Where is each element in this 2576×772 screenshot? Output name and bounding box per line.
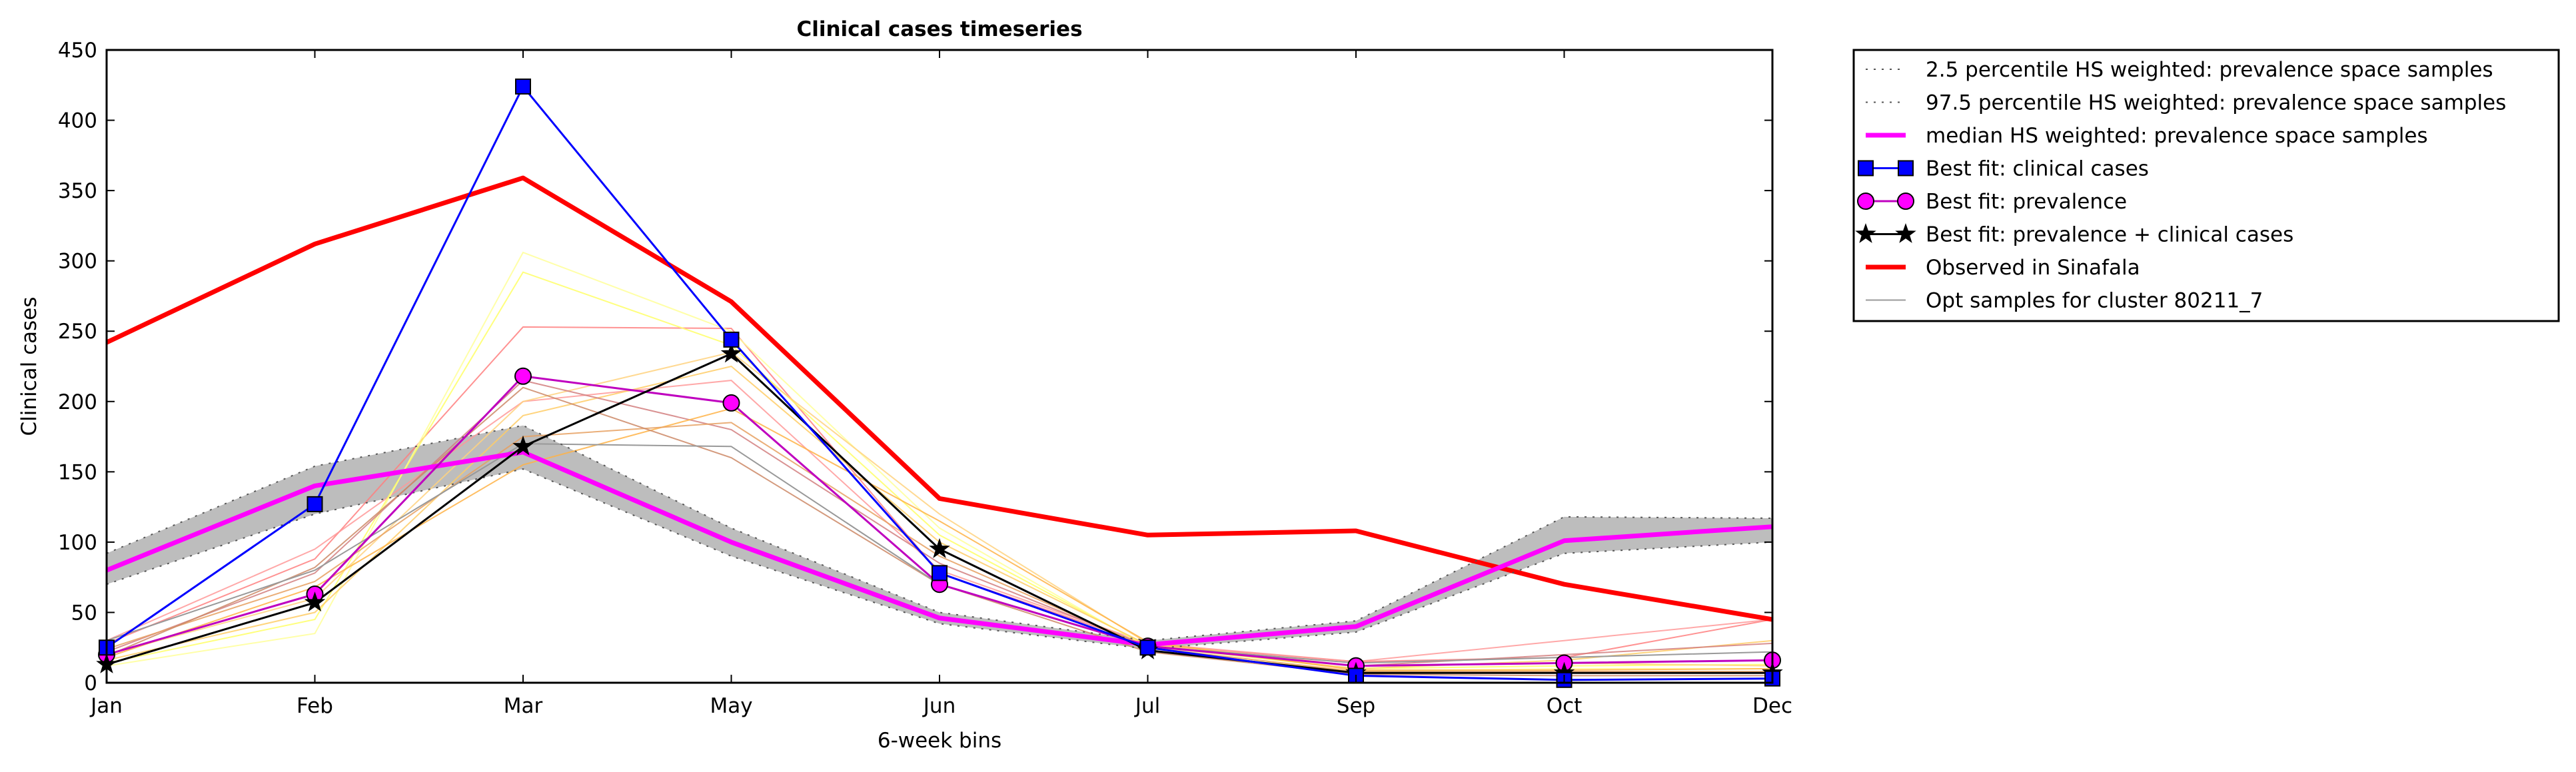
sample-line — [106, 408, 1773, 671]
data-point-square — [723, 331, 740, 348]
x-axis: Jan Feb Mar May Jun Jul Sep Oct Dec — [89, 50, 1792, 718]
data-point-circle — [722, 394, 740, 412]
y-tick-label: 300 — [58, 250, 97, 274]
legend-frame — [1852, 49, 2560, 322]
legend-marker — [1855, 222, 1876, 243]
x-tick-label: Jun — [922, 694, 956, 718]
x-tick-label: Jan — [89, 694, 123, 718]
legend-label: 97.5 percentile HS weighted: prevalence … — [1926, 91, 2506, 115]
y-tick-label: 50 — [71, 601, 97, 625]
confidence-band — [107, 425, 1772, 649]
data-point-circle — [514, 367, 532, 385]
x-tick-label: Jul — [1134, 694, 1160, 718]
band-area — [107, 425, 1772, 649]
legend-marker — [1897, 193, 1914, 210]
x-tick-label: May — [710, 694, 752, 718]
sample-line — [106, 422, 1772, 673]
y-tick-label: 250 — [58, 320, 97, 344]
x-tick-label: Dec — [1752, 694, 1792, 718]
data-point-square — [307, 496, 323, 512]
legend-label: median HS weighted: prevalence space sam… — [1926, 124, 2428, 148]
y-axis-label: Clinical cases — [17, 296, 41, 436]
sample-line — [106, 380, 1773, 667]
x-tick-label: Feb — [297, 694, 333, 718]
series-line — [105, 450, 1773, 647]
data-point-star — [304, 591, 326, 612]
legend-label: 2.5 percentile HS weighted: prevalence s… — [1926, 58, 2493, 82]
y-tick-label: 350 — [58, 179, 97, 203]
chart-title: Clinical cases timeseries — [796, 17, 1082, 41]
legend-label: Best fit: prevalence + clinical cases — [1926, 223, 2293, 247]
y-tick-label: 450 — [58, 39, 97, 63]
x-axis-label: 6-week bins — [878, 729, 1001, 753]
sample-line — [106, 386, 1772, 677]
data-point-square — [1139, 639, 1156, 656]
legend-label: Opt samples for cluster 80211_7 — [1926, 289, 2263, 313]
data-point-star — [720, 342, 742, 363]
y-tick-label: 0 — [84, 671, 97, 695]
sample-line — [106, 271, 1773, 669]
data-point-square — [932, 565, 948, 581]
data-point-square — [515, 78, 531, 95]
y-axis: 0 50 100 150 200 250 300 350 400 450 — [58, 39, 1772, 695]
data-point-star — [512, 435, 534, 456]
x-tick-label: Oct — [1547, 694, 1583, 718]
y-tick-label: 200 — [58, 390, 97, 414]
legend-label: Best fit: prevalence — [1926, 190, 2127, 214]
legend: 2.5 percentile HS weighted: prevalence s… — [1852, 49, 2560, 322]
legend-marker — [1857, 193, 1874, 210]
series-line — [106, 424, 1773, 641]
data-point-star — [929, 538, 950, 558]
series-line — [105, 175, 1773, 622]
legend-marker — [1898, 160, 1914, 177]
x-tick-label: Mar — [504, 694, 543, 718]
legend-label: Observed in Sinafala — [1926, 256, 2140, 280]
legend-marker — [1895, 222, 1916, 243]
x-tick-label: Sep — [1337, 694, 1375, 718]
legend-label: Best fit: clinical cases — [1926, 157, 2149, 181]
legend-marker — [1858, 160, 1874, 177]
y-tick-label: 400 — [58, 109, 97, 133]
y-tick-label: 100 — [58, 531, 97, 555]
y-tick-label: 150 — [58, 460, 97, 484]
series-markers — [96, 78, 1783, 688]
